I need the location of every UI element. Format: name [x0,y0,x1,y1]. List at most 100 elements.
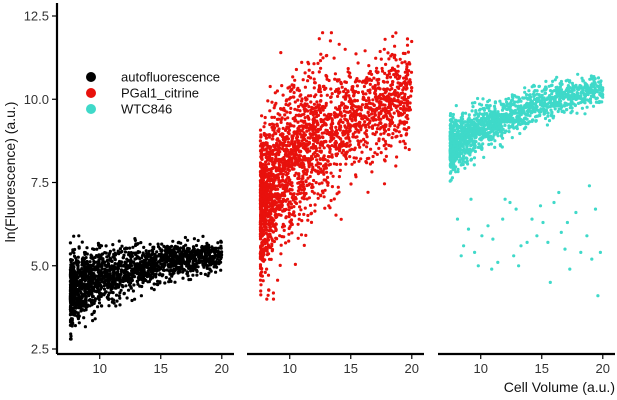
data-point [258,164,263,168]
data-point [299,191,303,195]
data-point [207,271,211,275]
data-point [307,196,311,200]
data-point [277,200,281,204]
data-point [271,152,275,156]
data-point [194,243,199,248]
data-point [90,312,94,316]
data-point [133,297,137,301]
data-point [266,215,270,219]
data-point [409,89,414,93]
data-point [292,130,296,135]
data-point [154,256,158,260]
data-point [160,249,164,253]
data-point [487,142,491,147]
data-point [342,89,346,94]
data-point [127,253,131,257]
data-point [371,98,375,102]
data-point [259,190,263,194]
data-point [387,127,391,132]
data-point [275,215,279,219]
data-point [393,44,397,48]
data-point [334,213,338,217]
data-point [258,202,262,206]
data-point [124,266,129,270]
data-point [390,98,394,103]
data-point [97,296,101,300]
data-point [77,234,81,238]
data-point [395,85,399,89]
data-point [77,321,81,325]
data-point [279,51,283,55]
data-point [260,270,264,274]
data-point [259,283,263,287]
data-point [308,174,312,179]
data-point [107,291,111,295]
data-point [280,135,285,139]
data-point [283,109,287,113]
data-point [308,182,312,186]
data-point [341,142,345,146]
data-point [266,293,270,297]
data-point [219,250,223,254]
data-point [303,104,308,108]
data-point [383,106,387,110]
data-point [338,168,342,172]
data-point [389,118,394,122]
data-point [73,271,77,276]
data-point [146,280,150,284]
data-point [163,249,167,253]
data-point [129,259,133,263]
data-point [94,260,98,264]
data-point [346,89,350,93]
data-point [322,146,326,150]
data-point [323,157,327,161]
data-point [334,125,338,129]
data-point [358,145,362,149]
data-point [297,181,301,185]
data-point [129,286,133,290]
data-point [405,128,409,132]
data-point [133,271,137,275]
data-point [87,272,91,276]
data-point [192,237,196,241]
data-point [332,136,336,140]
data-point [162,257,166,262]
data-point [111,243,115,247]
data-point [133,237,137,241]
data-point [135,280,140,284]
data-point [69,311,74,315]
data-point [300,165,304,169]
data-point [186,249,190,253]
data-point [210,245,214,249]
data-point [196,248,200,252]
data-point [367,71,371,75]
data-point [263,215,267,219]
data-point [365,76,369,80]
data-point [292,210,296,214]
data-point [332,162,336,166]
data-point [304,122,308,126]
data-point [318,59,323,63]
data-point [389,83,393,88]
data-point [390,52,394,57]
data-point [268,202,272,206]
data-point [357,159,361,163]
data-point [364,123,368,127]
data-point [258,197,263,201]
data-point [271,134,275,138]
data-point [472,163,476,167]
data-point [273,202,277,206]
data-point [69,267,73,271]
data-point [392,97,396,101]
data-point [98,264,102,268]
data-point [169,264,173,268]
data-point [258,139,262,143]
data-point [300,135,304,139]
data-point [406,62,410,66]
data-point [93,317,97,321]
data-point [384,154,388,158]
data-point [299,114,303,118]
data-point [140,274,144,278]
data-point [319,66,323,70]
data-point [110,267,114,271]
